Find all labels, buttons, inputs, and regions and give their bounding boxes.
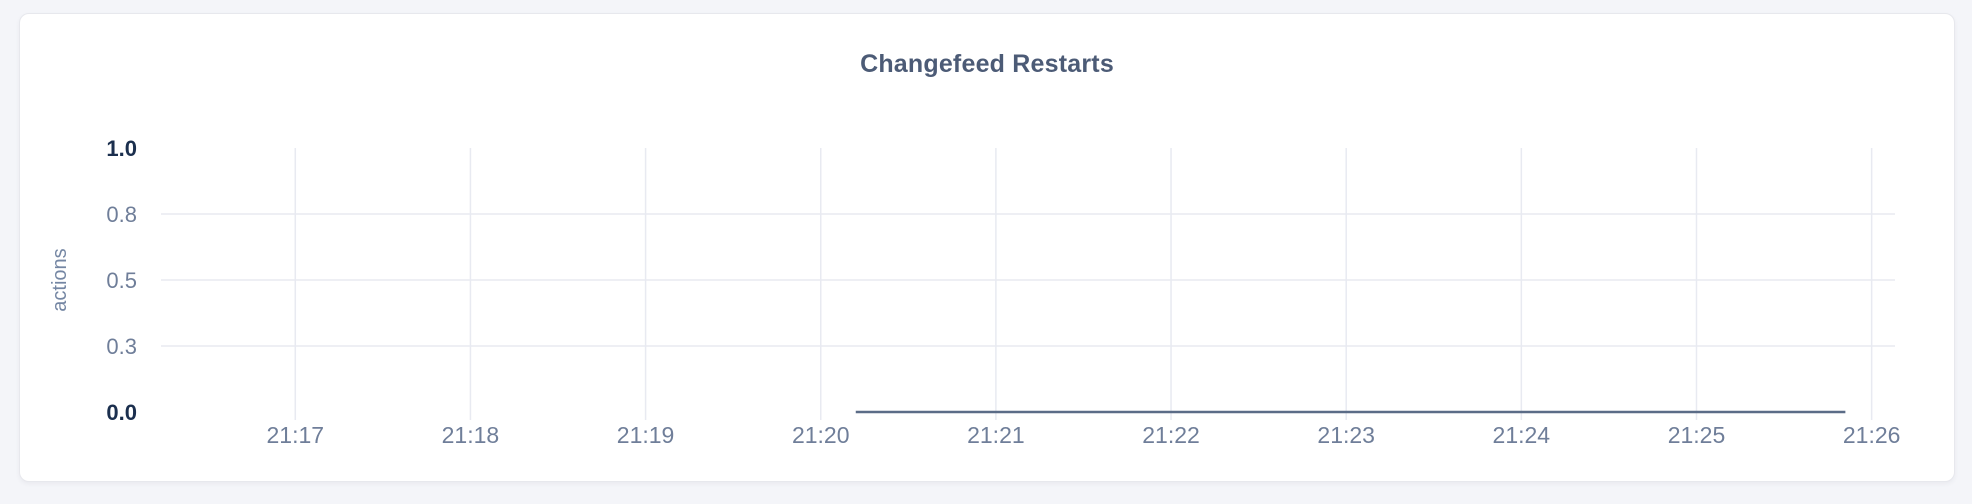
y-tick-label: 0.8 <box>106 202 137 227</box>
x-tick-label: 21:24 <box>1493 422 1551 448</box>
y-tick-label: 1.0 <box>106 136 137 161</box>
chart-card: Changefeed Restarts 21:17 21:18 21:19 21:20… <box>19 13 1955 482</box>
x-tick-label: 21:23 <box>1317 422 1375 448</box>
y-tick-label: 0.5 <box>106 268 137 293</box>
x-tick-label: 21:20 <box>792 422 850 448</box>
chart-title: Changefeed Restarts <box>860 50 1114 78</box>
y-tick-label: 0.0 <box>106 400 137 425</box>
x-tick-label: 21:26 <box>1843 422 1901 448</box>
x-tick-label: 21:22 <box>1142 422 1200 448</box>
x-tick-label: 21:19 <box>617 422 675 448</box>
x-tick-label: 21:25 <box>1668 422 1726 448</box>
y-axis-title: actions <box>49 248 71 311</box>
y-tick-label: 0.3 <box>106 334 137 359</box>
changefeed-restarts-chart[interactable]: 21:17 21:18 21:19 21:20 21:21 21:22 21:23 21:24… <box>20 14 1956 483</box>
x-tick-label: 21:21 <box>967 422 1025 448</box>
x-tick-label: 21:18 <box>442 422 500 448</box>
x-tick-label: 21:17 <box>267 422 325 448</box>
